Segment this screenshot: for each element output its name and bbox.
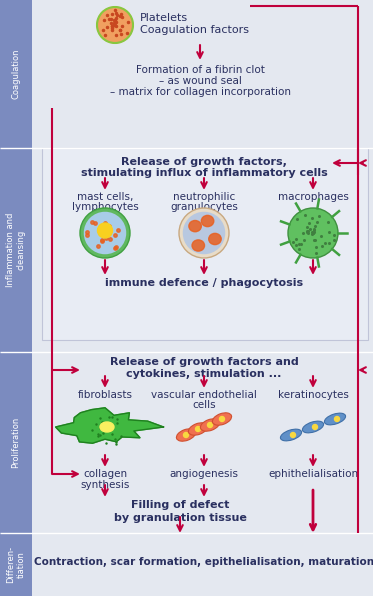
Text: – matrix for collagen incorporation: – matrix for collagen incorporation [110,87,291,97]
Ellipse shape [176,429,195,441]
Circle shape [195,427,201,432]
Text: Inflammation and
cleansing: Inflammation and cleansing [6,213,26,287]
Ellipse shape [280,429,302,441]
Circle shape [219,417,225,421]
Text: keratinocytes: keratinocytes [278,390,348,400]
Circle shape [288,208,338,258]
Circle shape [291,433,295,437]
Ellipse shape [303,421,323,433]
Ellipse shape [325,413,345,425]
Ellipse shape [192,240,204,251]
Text: collagen: collagen [83,469,127,479]
Text: stimulating influx of inflammatory cells: stimulating influx of inflammatory cells [81,168,327,178]
Bar [0,352,32,533]
Circle shape [183,212,225,254]
Circle shape [97,223,113,238]
Ellipse shape [209,234,221,244]
Text: angiogenesis: angiogenesis [169,469,238,479]
Text: ephithelialisation: ephithelialisation [268,469,358,479]
Bar [42,148,368,340]
Bar [0,0,32,148]
Bar [32,533,373,596]
Ellipse shape [189,221,201,232]
Text: Contraction, scar formation, epithelialisation, maturation: Contraction, scar formation, epitheliali… [34,557,373,567]
Text: immune defence / phagocytosis: immune defence / phagocytosis [105,278,303,288]
Ellipse shape [188,423,208,435]
Ellipse shape [100,422,114,432]
Text: Release of growth factors and: Release of growth factors and [110,357,298,367]
Bar [32,0,373,148]
Ellipse shape [200,419,220,431]
Bar [32,148,373,352]
Text: – as wound seal: – as wound seal [159,76,241,86]
Text: Coagulation factors: Coagulation factors [140,25,249,35]
Circle shape [313,424,317,430]
Ellipse shape [201,215,214,226]
Polygon shape [56,408,163,443]
Circle shape [207,423,213,427]
Text: Coagulation: Coagulation [12,49,21,100]
Circle shape [84,212,126,254]
Text: by granulation tissue: by granulation tissue [113,513,247,523]
Text: lymphocytes: lymphocytes [72,202,138,212]
Text: cells: cells [192,400,216,410]
Text: Release of growth factors,: Release of growth factors, [121,157,287,167]
Text: macrophages: macrophages [278,192,348,202]
Text: Filling of defect: Filling of defect [131,500,229,510]
Circle shape [335,417,339,421]
Bar [32,352,373,533]
Bar [0,533,32,596]
Circle shape [179,208,229,258]
Ellipse shape [212,413,232,425]
Text: vascular endothelial: vascular endothelial [151,390,257,400]
Text: cytokines, stimulation ...: cytokines, stimulation ... [126,369,282,379]
Text: Formation of a fibrin clot: Formation of a fibrin clot [135,65,264,75]
Bar [0,148,32,352]
Text: granulocytes: granulocytes [170,202,238,212]
Text: mast cells,: mast cells, [77,192,133,202]
Text: neutrophilic: neutrophilic [173,192,235,202]
Circle shape [80,208,130,258]
Text: fibroblasts: fibroblasts [78,390,132,400]
Text: Proliferation: Proliferation [12,417,21,468]
Text: Platelets: Platelets [140,13,188,23]
Text: synthesis: synthesis [80,480,130,490]
Text: Differen-
tiation: Differen- tiation [6,546,26,583]
Circle shape [97,7,133,43]
Circle shape [184,433,188,437]
